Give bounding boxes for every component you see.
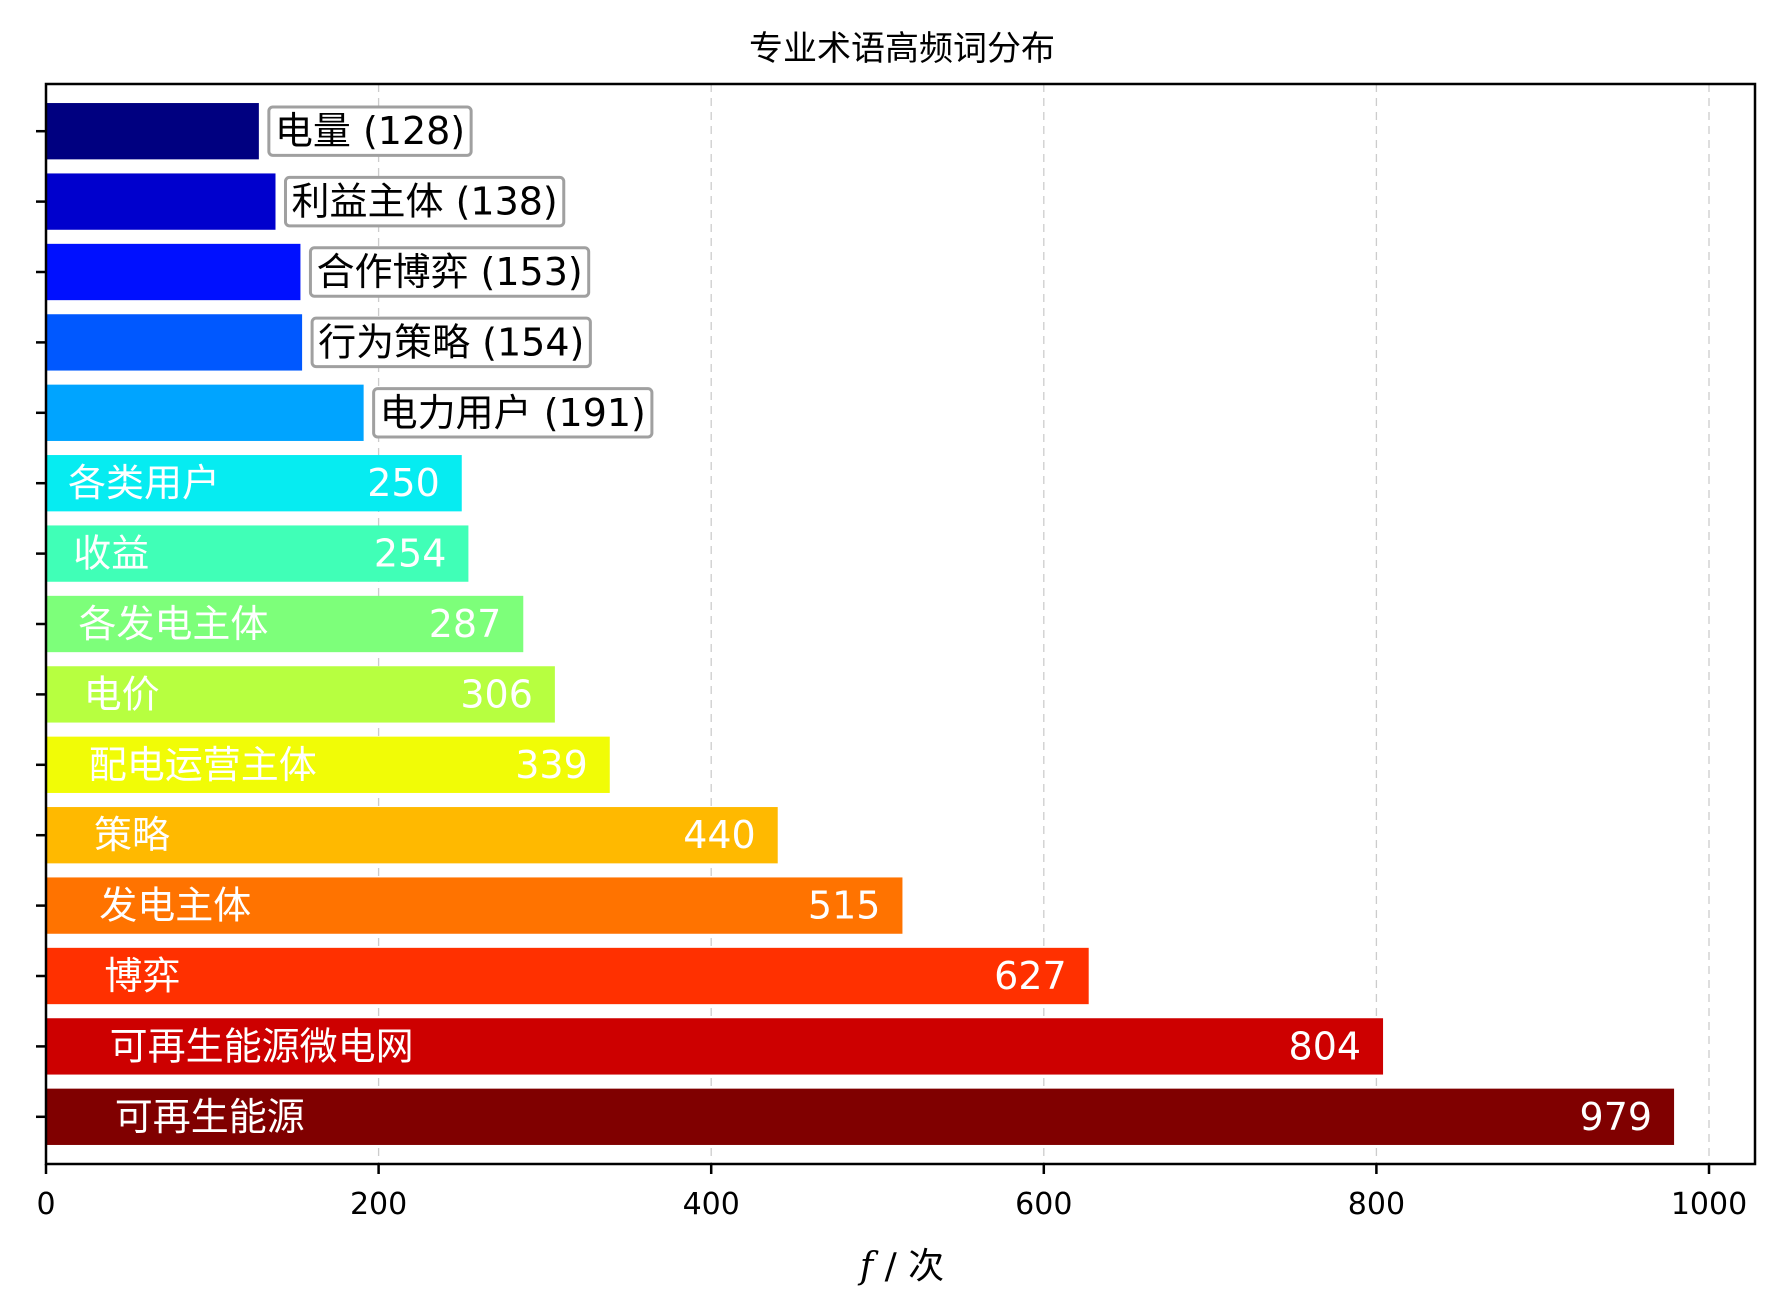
bar-value-label: 254	[374, 532, 447, 576]
bar-value-label: 339	[515, 743, 588, 787]
bar-label-box	[372, 387, 654, 439]
bar-category-label: 收益	[73, 532, 149, 576]
x-tick-label: 200	[350, 1187, 407, 1222]
bar	[46, 384, 364, 441]
x-tick-label: 1000	[1671, 1187, 1747, 1222]
bar-value-label: 250	[367, 461, 440, 505]
bars	[46, 103, 1675, 1145]
bar	[46, 243, 301, 301]
bar	[46, 666, 555, 723]
bar	[46, 455, 462, 512]
bar-label-box	[308, 246, 591, 298]
bar-label-box	[283, 175, 566, 228]
bar-category-label: 策略	[94, 813, 170, 857]
bar-outside-label: 电力用户 (191)	[380, 391, 646, 435]
bar-category-label: 电价	[84, 672, 160, 716]
bar-category-label: 发电主体	[99, 884, 251, 928]
bar-value-label: 627	[994, 954, 1067, 998]
bar-category-label: 可再生能源微电网	[110, 1024, 414, 1068]
bar-value-label: 515	[808, 884, 881, 928]
x-tick-label: 600	[1015, 1187, 1072, 1222]
x-tick-label: 800	[1348, 1187, 1405, 1222]
bar-outside-label: 利益主体 (138)	[291, 180, 557, 224]
bar-value-label: 804	[1289, 1024, 1362, 1068]
bar-category-label: 可再生能源	[115, 1095, 305, 1139]
bar-labels: 电量 (128) 利益主体 (138) 合作博弈 (153) 行为策略 (154) 电力…	[68, 105, 1653, 1139]
bar	[46, 807, 778, 864]
bar-label-box	[310, 316, 592, 369]
bar-value-label: 440	[683, 813, 756, 857]
bar-label-box	[267, 105, 473, 157]
axis-ticks: 0 200 400 600 800 1000	[36, 129, 1747, 1222]
bar-category-label: 各发电主体	[78, 602, 268, 646]
bar-value-label: 306	[460, 672, 533, 716]
x-tick-label: 400	[683, 1187, 740, 1222]
x-axis-label: f / 次	[857, 1246, 944, 1287]
bar	[46, 525, 469, 582]
x-tick-label: 0	[36, 1187, 55, 1222]
bar-value-label: 979	[1580, 1095, 1653, 1139]
bar	[46, 595, 524, 653]
bar-outside-label: 电量 (128)	[275, 109, 465, 153]
x-axis-label-unit: / 次	[873, 1246, 944, 1287]
bar-outside-label: 行为策略 (154)	[318, 320, 584, 364]
bar	[46, 877, 903, 934]
bar-category-label: 各类用户	[68, 461, 220, 505]
bar	[46, 736, 610, 793]
bar-category-label: 博弈	[104, 954, 180, 998]
chart-title: 专业术语高频词分布	[749, 29, 1055, 69]
bar	[46, 1088, 1675, 1145]
bar	[46, 314, 303, 371]
bar-outside-label: 合作博弈 (153)	[316, 250, 582, 294]
bar	[46, 103, 259, 160]
bar-value-label: 287	[429, 602, 502, 646]
bar-category-label: 配电运营主体	[89, 743, 317, 787]
bar	[46, 947, 1089, 1005]
bar	[46, 1018, 1384, 1075]
bar	[46, 173, 276, 230]
